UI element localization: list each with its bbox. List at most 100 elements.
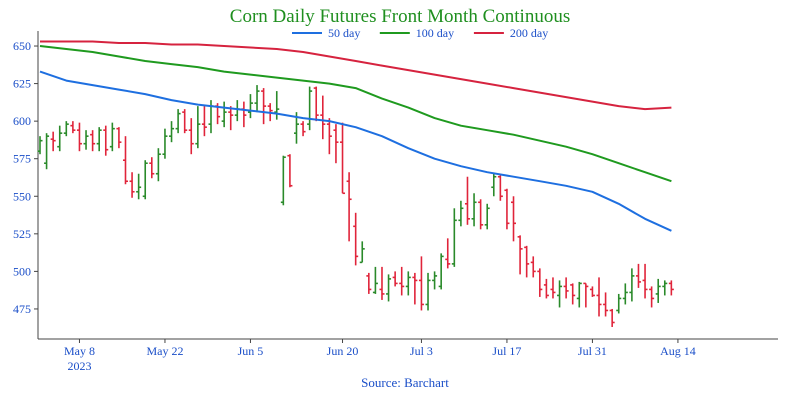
ohlc-bar-up — [458, 200, 464, 227]
legend-item-ma200: 200 day — [473, 26, 548, 40]
y-tick-label: 625 — [13, 77, 31, 91]
ohlc-bar-down — [517, 235, 523, 275]
y-tick-label: 525 — [13, 227, 31, 241]
ohlc-bar-up — [254, 85, 260, 113]
ohlc-bar-up — [557, 280, 563, 308]
ohlc-bar-down — [149, 157, 155, 179]
ohlc-bar-down — [609, 308, 615, 327]
moving-average-lines — [39, 40, 672, 232]
ohlc-bar-up — [162, 128, 168, 159]
ohlc-bar-down — [313, 86, 319, 122]
ohlc-bar-down — [530, 256, 536, 278]
ohlc-bar-down — [340, 122, 346, 195]
ohlc-bar-down — [320, 95, 326, 140]
legend-item-ma100: 100 day — [379, 26, 454, 40]
legend-label: 200 day — [510, 26, 548, 40]
ohlc-bar-down — [70, 121, 76, 134]
ohlc-bar-down — [116, 127, 122, 149]
ohlc-bars — [37, 85, 674, 327]
ohlc-bar-up — [221, 101, 227, 128]
ohlc-bar-down — [583, 282, 589, 308]
ohlc-bar-up — [405, 271, 411, 296]
ohlc-bar-down — [570, 283, 576, 305]
ohlc-bar-down — [261, 88, 267, 125]
ohlc-bar-down — [346, 172, 352, 242]
y-axis: 475 500 525 550 575 600 625 650 — [13, 31, 39, 339]
x-tick-label: Jul 31 — [578, 344, 607, 358]
ohlc-bar-down — [589, 286, 595, 297]
ohlc-bar-down — [188, 118, 194, 155]
ohlc-bar-up — [234, 100, 240, 122]
y-tick-label: 500 — [13, 264, 31, 278]
ohlc-bar-down — [182, 109, 188, 134]
ohlc-bar-up — [247, 94, 253, 119]
ohlc-bar-down — [478, 199, 484, 230]
ohlc-bar-up — [83, 130, 89, 150]
ohlc-bar-down — [635, 263, 641, 288]
ohlc-bar-down — [366, 272, 372, 294]
ohlc-bar-down — [333, 124, 339, 164]
x-tick-label: May 22 — [146, 344, 183, 358]
legend: 50 day 100 day 200 day — [292, 26, 548, 40]
ohlc-bar-up — [274, 91, 280, 120]
ohlc-bar-up — [484, 203, 490, 230]
ohlc-bar-down — [497, 175, 503, 201]
ohlc-bar-down — [563, 277, 569, 299]
ohlc-bar-up — [616, 293, 622, 314]
series-line-ma50 — [39, 70, 672, 232]
ohlc-bar-up — [155, 148, 161, 182]
x-tick-label: Jun 20 — [327, 344, 359, 358]
ohlc-bar-up — [96, 127, 102, 152]
ohlc-bar-up — [136, 173, 142, 200]
ohlc-bar-up — [655, 278, 661, 303]
series-line-ma100 — [39, 45, 672, 183]
ohlc-bar-up — [629, 268, 635, 302]
ohlc-bar-up — [109, 122, 115, 152]
ohlc-bar-up — [576, 281, 582, 308]
y-tick-label: 575 — [13, 152, 31, 166]
ohlc-bar-down — [642, 263, 648, 299]
ohlc-bar-up — [195, 106, 201, 149]
ohlc-bar-down — [399, 266, 405, 296]
series-line-ma200 — [40, 40, 672, 111]
y-tick-label: 650 — [13, 39, 31, 53]
ohlc-bar-down — [649, 286, 655, 308]
x-tick-label: Jul 17 — [492, 344, 521, 358]
ohlc-bar-down — [524, 245, 530, 278]
legend-label: 100 day — [416, 26, 454, 40]
ohlc-bar-down — [418, 256, 424, 311]
ohlc-bar-up — [432, 271, 438, 290]
ohlc-bar-down — [511, 196, 517, 242]
ohlc-bar-down — [326, 118, 332, 155]
ohlc-bar-down — [445, 238, 451, 269]
ohlc-bar-down — [76, 122, 82, 152]
ohlc-bar-up — [372, 266, 378, 294]
ohlc-bar-down — [103, 125, 109, 156]
ohlc-bar-up — [622, 283, 628, 305]
ohlc-bar-up — [425, 272, 431, 311]
ohlc-bar-down — [596, 277, 602, 317]
ohlc-bar-down — [392, 271, 398, 287]
chart-title: Corn Daily Futures Front Month Continuou… — [230, 6, 570, 27]
ohlc-bar-down — [603, 292, 609, 317]
ohlc-bar-up — [307, 86, 313, 131]
ohlc-bar-up — [438, 253, 444, 290]
legend-label: 50 day — [328, 26, 360, 40]
ohlc-bar-down — [550, 277, 556, 299]
ohlc-bar-down — [201, 106, 207, 137]
x-tick-label: Jul 3 — [410, 344, 433, 358]
ohlc-bar-down — [122, 136, 128, 185]
source-label: Source: Barchart — [361, 375, 449, 390]
ohlc-bar-up — [451, 208, 457, 267]
x-tick-label: Aug 14 — [660, 344, 696, 358]
ohlc-bar-down — [50, 131, 56, 152]
y-tick-label: 600 — [13, 114, 31, 128]
ohlc-bar-up — [386, 274, 392, 302]
ohlc-bar-down — [241, 101, 247, 128]
ohlc-bar-down — [287, 154, 293, 188]
ohlc-bar-up — [57, 125, 63, 152]
x-tick-sublabel: 2023 — [67, 359, 91, 373]
